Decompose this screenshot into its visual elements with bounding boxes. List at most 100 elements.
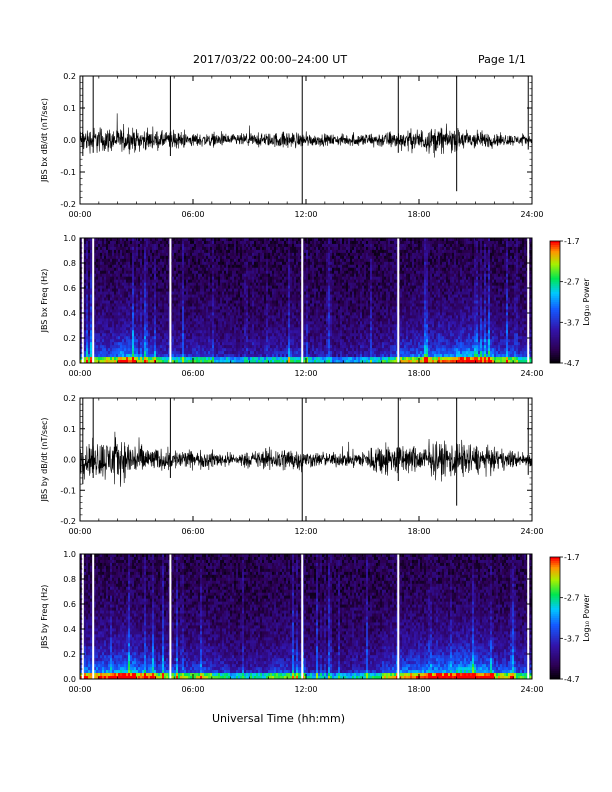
spectrogram-cell — [184, 330, 186, 333]
spectrogram-cell — [222, 262, 224, 265]
spectrogram-cell — [292, 274, 294, 277]
spectrogram-cell — [272, 348, 274, 351]
spectrogram-cell — [162, 312, 164, 315]
spectrogram-cell — [286, 321, 288, 324]
spectrogram-cell — [152, 312, 154, 315]
spectrogram-cell — [270, 333, 272, 336]
spectrogram-cell — [304, 336, 306, 339]
spectrogram-cell — [218, 253, 220, 256]
spectrogram-cell — [238, 280, 240, 283]
spectrogram-cell — [134, 265, 136, 268]
spectrogram-cell — [294, 327, 296, 330]
spectrogram-cell — [282, 271, 284, 274]
y-tick-label: 0.2 — [63, 72, 76, 81]
spectrogram-cell — [304, 327, 306, 330]
spectrogram-cell — [142, 318, 144, 321]
spectrogram-cell — [304, 318, 306, 321]
spectrogram-cell — [118, 289, 120, 292]
spectrogram-cell — [278, 298, 280, 301]
spectrogram-cell — [144, 354, 146, 357]
spectrogram-cell — [120, 247, 122, 250]
spectrogram-cell — [306, 253, 308, 256]
spectrogram-cell — [122, 348, 124, 351]
spectrogram-cell — [240, 268, 242, 271]
spectrogram-cell — [254, 306, 256, 309]
x-tick-label: 12:00 — [294, 210, 317, 219]
spectrogram-cell — [132, 292, 134, 295]
spectrogram-cell — [214, 303, 216, 306]
spectrogram-cell — [288, 271, 290, 274]
spectrogram-cell — [176, 295, 178, 298]
spectrogram-cell — [226, 265, 228, 268]
spectrogram-cell — [110, 342, 112, 345]
spectrogram-cell — [110, 327, 112, 330]
spectrogram-cell — [200, 247, 202, 250]
spectrogram-cell — [268, 250, 270, 253]
spectrogram-cell — [128, 298, 130, 301]
spectrogram-cell — [138, 312, 140, 315]
spectrogram-cell — [218, 283, 220, 286]
spectrogram-cell — [98, 351, 100, 354]
spectrogram-cell — [186, 253, 188, 256]
spectrogram-cell — [190, 241, 192, 244]
spectrogram-cell — [288, 354, 290, 357]
spectrogram-cell — [178, 286, 180, 289]
spectrogram-cell — [230, 348, 232, 351]
spectrogram-cell — [136, 295, 138, 298]
spectrogram-cell — [198, 345, 200, 348]
spectrogram-cell — [98, 330, 100, 333]
spectrogram-cell — [282, 339, 284, 342]
spectrogram-cell — [104, 309, 106, 312]
spectrogram-cell — [248, 342, 250, 345]
spectrogram-cell — [178, 345, 180, 348]
spectrogram-cell — [248, 339, 250, 342]
spectrogram-cell — [142, 247, 144, 250]
spectrogram-cell — [294, 303, 296, 306]
spectrogram-cell — [222, 247, 224, 250]
spectrogram-cell — [172, 295, 174, 298]
spectrogram-cell — [84, 298, 86, 301]
spectrogram-cell — [106, 268, 108, 271]
spectrogram-cell — [102, 289, 104, 292]
spectrogram-cell — [292, 292, 294, 295]
spectrogram-cell — [280, 339, 282, 342]
spectrogram-cell — [154, 348, 156, 351]
spectrogram-cell — [110, 318, 112, 321]
spectrogram-cell — [150, 283, 152, 286]
spectrogram-cell — [126, 301, 128, 304]
spectrogram-cell — [204, 280, 206, 283]
spectrogram-cell — [186, 312, 188, 315]
spectrogram-cell — [134, 327, 136, 330]
spectrogram-cell — [108, 351, 110, 354]
spectrogram-cell — [310, 277, 312, 280]
spectrogram-cell — [160, 327, 162, 330]
spectrogram-cell — [242, 247, 244, 250]
spectrogram-cell — [296, 289, 298, 292]
spectrogram-cell — [148, 336, 150, 339]
spectrogram-cell — [226, 303, 228, 306]
spectrogram-cell — [88, 298, 90, 301]
spectrogram-cell — [298, 298, 300, 301]
spectrogram-cell — [308, 280, 310, 283]
spectrogram-cell — [132, 301, 134, 304]
spectrogram-cell — [132, 250, 134, 253]
spectrogram-cell — [150, 301, 152, 304]
spectrogram-cell — [110, 241, 112, 244]
spectrogram-cell — [198, 318, 200, 321]
spectrogram-cell — [84, 324, 86, 327]
spectrogram-cell — [196, 342, 198, 345]
spectrogram-cell — [208, 324, 210, 327]
spectrogram-cell — [178, 274, 180, 277]
spectrogram-cell — [140, 318, 142, 321]
spectrogram-cell — [268, 330, 270, 333]
spectrogram-cell — [308, 351, 310, 354]
spectrogram-cell — [250, 274, 252, 277]
spectrogram-cell — [208, 256, 210, 259]
spectrogram-cell — [120, 351, 122, 354]
spectrogram-cell — [90, 283, 92, 286]
spectrogram-cell — [94, 283, 96, 286]
spectrogram-cell — [146, 306, 148, 309]
spectrogram-cell — [276, 274, 278, 277]
spectrogram-cell — [104, 298, 106, 301]
spectrogram-cell — [224, 336, 226, 339]
